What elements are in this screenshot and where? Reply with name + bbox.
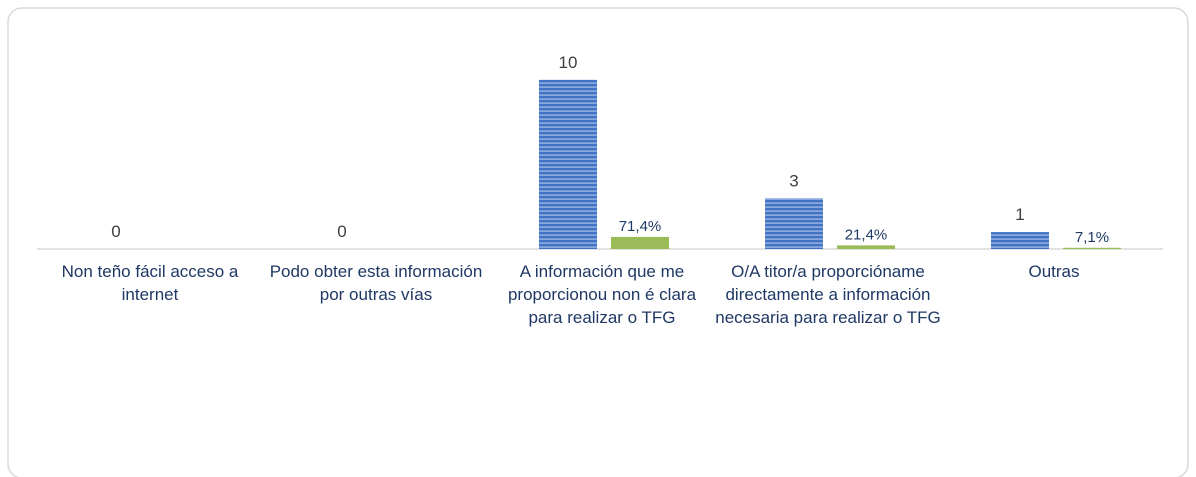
- data-label: 10: [559, 53, 578, 72]
- bar: [539, 79, 597, 249]
- bar: [991, 232, 1049, 249]
- x-tick-label: Non teño fácil acceso a internet: [61, 262, 239, 304]
- data-label: 7,1%: [1075, 229, 1109, 246]
- data-label: 71,4%: [619, 218, 662, 235]
- data-label: 1: [1015, 205, 1024, 224]
- data-label: 21,4%: [845, 226, 888, 243]
- bar: [765, 198, 823, 249]
- data-label: 0: [111, 222, 120, 241]
- data-label: 0: [337, 222, 346, 241]
- x-tick-label: Podo obter esta información por outras v…: [269, 262, 483, 304]
- x-tick-label: A información que me proporcionou non é …: [507, 262, 697, 327]
- data-label: 3: [789, 171, 798, 190]
- bar: [611, 236, 669, 249]
- bar: [837, 245, 895, 249]
- frame: [7, 7, 1189, 477]
- x-tick-label: O/A titor/a proporcióname directamente a…: [715, 262, 941, 327]
- x-tick-label: Outras: [1028, 262, 1080, 281]
- bar: [1063, 247, 1121, 249]
